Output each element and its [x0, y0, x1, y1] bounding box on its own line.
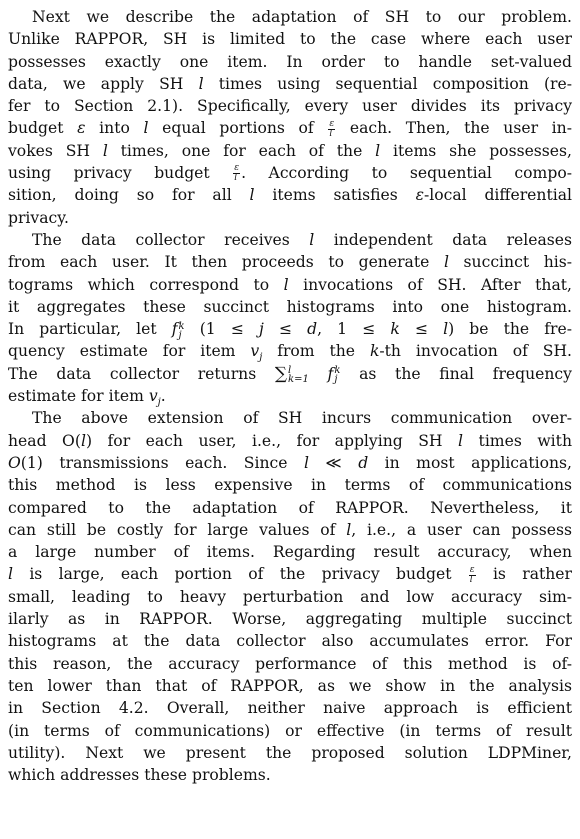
text-line: ilarly as in RAPPOR. Worse, aggregating …: [8, 610, 572, 629]
paragraph-data-collector: The data collector receives l independen…: [8, 229, 573, 409]
text-line: tograms which correspond to l invocation…: [8, 275, 572, 294]
text-line: (in terms of communications) or effectiv…: [8, 721, 572, 740]
text-line: O(1) transmissions each. Since l ≪ d in …: [8, 453, 572, 472]
text-line: this method is less expensive in terms o…: [8, 476, 572, 495]
text-line: fer to Section 2.1). Specifically, every…: [8, 97, 572, 116]
text-line: it aggregates these succinct histograms …: [8, 297, 572, 316]
text-line: vokes SH l times, one for each of the l …: [8, 141, 572, 160]
text-line: The above extension of SH incurs communi…: [32, 409, 572, 428]
text-line: a large number of items. Regarding resul…: [8, 543, 572, 562]
text-line: Next we describe the adaptation of SH to…: [32, 8, 572, 26]
text-line: which addresses these problems.: [8, 766, 271, 785]
text-line: in Section 4.2. Overall, neither naive a…: [8, 699, 572, 718]
text-line: sition, doing so for all l items satisfi…: [8, 186, 572, 205]
text-line: utility). Next we present the proposed s…: [8, 743, 572, 762]
text-line: l is large, each portion of the privacy …: [8, 564, 572, 585]
paragraph-sh-adaptation: Next we describe the adaptation of SH to…: [8, 6, 572, 229]
text-line: histograms at the data collector also ac…: [8, 632, 572, 651]
text-line: this reason, the accuracy performance of…: [8, 654, 572, 673]
text-line: Unlike RAPPOR, SH is limited to the case…: [8, 30, 572, 49]
text-line: data, we apply SH l times using sequenti…: [8, 74, 572, 93]
text-line: quency estimate for item vj from the k-t…: [8, 342, 572, 364]
text-line: compared to the adaptation of RAPPOR. Ne…: [8, 498, 572, 517]
text-line: estimate for item vj.: [8, 387, 166, 409]
text-line: ten lower than that of RAPPOR, as we sho…: [8, 676, 572, 695]
text-line: privacy.: [8, 208, 69, 227]
text-line: small, leading to heavy perturbation and…: [8, 587, 572, 606]
text-line: The data collector receives l independen…: [32, 230, 573, 249]
paragraph-extension-cost: The above extension of SH incurs communi…: [8, 407, 572, 786]
text-line: possesses exactly one item. In order to …: [8, 52, 572, 71]
text-line: can still be costly for large values of …: [8, 520, 572, 539]
text-line: from each user. It then proceeds to gene…: [8, 253, 572, 272]
text-line: head O(l) for each user, i.e., for apply…: [8, 431, 572, 450]
